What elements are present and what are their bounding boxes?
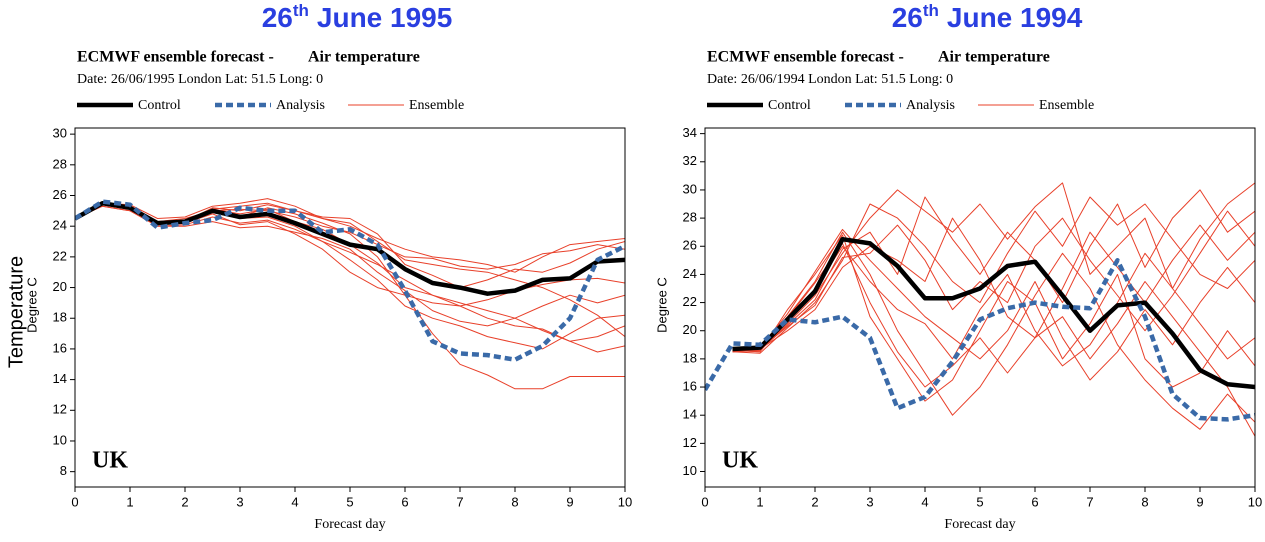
y-tick-label: 14 [53,371,67,386]
y-tick-label: 34 [683,125,697,140]
chart-title: 26th June 1995 [262,1,453,33]
y-tick-label: 18 [683,350,697,365]
y-tick-label: 12 [53,402,67,417]
line [75,200,625,296]
line [705,258,1255,422]
title-suffix: th [923,1,939,20]
y-tick-label: 20 [53,279,67,294]
y-tick-label: 28 [683,210,697,225]
y-tick-label: 24 [53,218,67,233]
y-tick-label: 10 [683,463,697,478]
subtitle: ECMWF ensemble forecast - [77,49,274,66]
y-tick-label: 26 [53,187,67,202]
x-tick-label: 7 [1086,494,1093,509]
x-tick-label: 4 [291,494,298,509]
legend-label: Ensemble [409,98,464,113]
title-rest: June 1994 [947,2,1083,33]
y-tick-label: 28 [53,156,67,171]
y-tick-label: 10 [53,432,67,447]
x-tick-label: 1 [126,494,133,509]
legend-label: Ensemble [1039,98,1094,113]
date-line: Date: 26/06/1995 London Lat: 51.5 Long: … [77,72,323,87]
annotation: UK [722,448,758,474]
y-tick-label: 30 [53,126,67,141]
legend-label: Control [138,98,181,113]
x-tick-label: 2 [811,494,818,509]
line [75,202,625,319]
y-tick-label: 16 [683,378,697,393]
chart-title: 26th June 1994 [892,1,1083,33]
y-tick-label: 24 [683,266,697,281]
plot-frame [74,127,626,488]
line [732,189,1255,353]
x-tick-label: 8 [511,494,518,509]
subtitle: ECMWF ensemble forecast - [707,49,904,66]
x-axis-label: Forecast day [314,517,385,532]
x-tick-label: 3 [866,494,873,509]
title-number: 26 [892,2,923,33]
x-tick-label: 3 [236,494,243,509]
y-tick-label: 16 [53,340,67,355]
variable: Air temperature [308,49,420,66]
y-tick-label: 14 [683,407,697,422]
line [732,182,1255,353]
line [732,210,1255,353]
line [732,231,1255,430]
x-tick-label: 10 [618,494,632,509]
x-tick-label: 2 [181,494,188,509]
annotation: UK [92,448,128,474]
y-axis-label: Degree C [24,277,39,333]
title-number: 26 [262,2,293,33]
x-tick-label: 0 [71,494,78,509]
y-tick-label: 30 [683,181,697,196]
line [732,228,1255,381]
x-tick-label: 9 [566,494,573,509]
y-tick-label: 8 [60,463,67,478]
plot-lines [705,182,1255,437]
line [75,204,625,273]
y-tick-label: 22 [683,294,697,309]
y-tick-label: 32 [683,153,697,168]
plot-lines [75,198,625,390]
y-tick-label: 12 [683,435,697,450]
y-tick-label: 18 [53,310,67,325]
plot-frame [704,127,1256,488]
title-rest: June 1995 [317,2,452,33]
legend-label: Analysis [906,98,955,113]
title-suffix: th [293,1,309,20]
legend-label: Analysis [276,98,325,113]
x-tick-label: 5 [346,494,353,509]
x-tick-label: 0 [701,494,708,509]
line [732,242,1255,437]
legend-label: Control [768,98,811,113]
line [75,198,625,337]
x-tick-label: 6 [1031,494,1038,509]
x-tick-label: 9 [1196,494,1203,509]
variable: Air temperature [938,49,1050,66]
line [732,234,1255,402]
x-tick-label: 4 [921,494,928,509]
x-tick-label: 1 [756,494,763,509]
x-tick-label: 8 [1141,494,1148,509]
x-axis-label: Forecast day [944,517,1015,532]
axis-title: Temperature [5,256,27,368]
line [75,204,625,307]
line [732,236,1255,390]
x-tick-label: 6 [401,494,408,509]
x-tick-label: 10 [1248,494,1262,509]
y-tick-label: 20 [683,322,697,337]
x-tick-label: 5 [976,494,983,509]
line [732,217,1255,353]
x-tick-label: 7 [456,494,463,509]
y-tick-label: 26 [683,238,697,253]
y-axis-label: Degree C [654,277,669,333]
date-line: Date: 26/06/1994 London Lat: 51.5 Long: … [707,72,953,87]
line [75,199,625,362]
y-tick-label: 22 [53,248,67,263]
